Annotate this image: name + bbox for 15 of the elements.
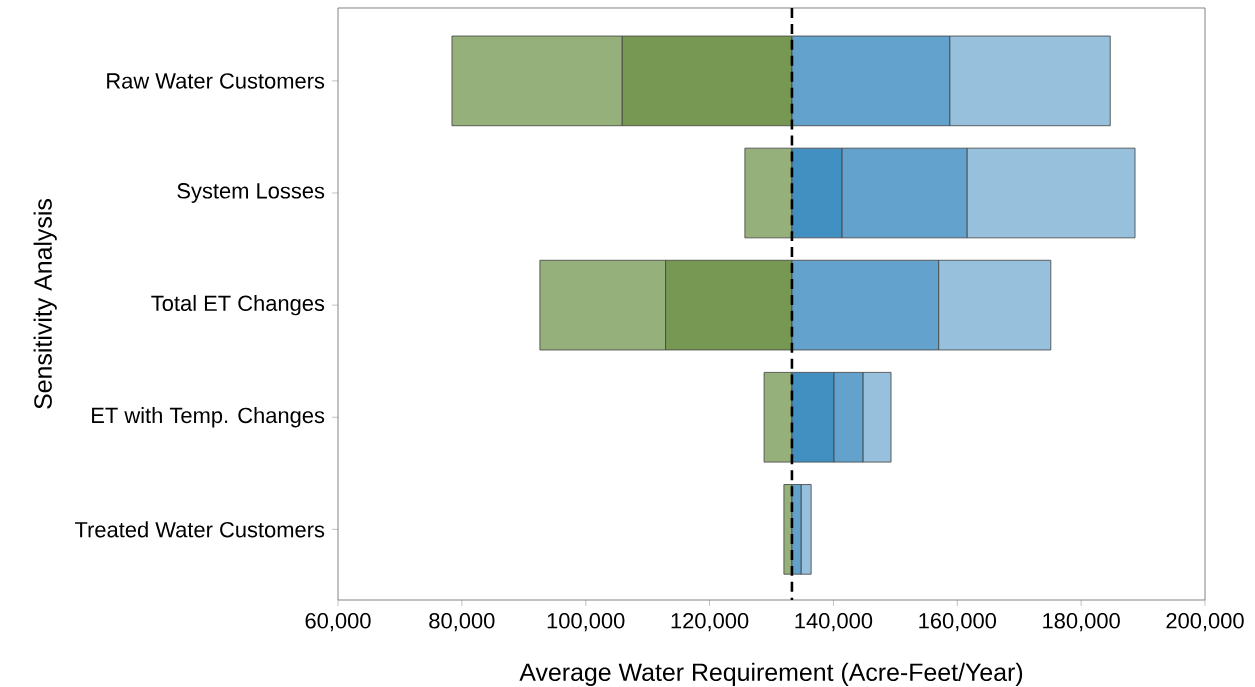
y-tick-label: Treated Water Customers	[74, 521, 325, 538]
y-tick-label: Total ET Changes	[151, 294, 325, 316]
y-tick-label: System Losses	[177, 183, 325, 203]
y-tick-label: Raw Water Customers	[107, 73, 325, 89]
x-tick-label: 60,000	[305, 613, 371, 632]
x-tick-label: 140,000	[795, 613, 873, 632]
x-axis-title: Average Water Requirement (Acre-Feet/Year)	[519, 662, 1023, 686]
y-axis-title: Sensitivity Analysis	[33, 199, 57, 409]
x-tick-label: 120,000	[671, 613, 749, 632]
x-tick-label: 200,000	[1166, 613, 1244, 632]
x-tick-label: 100,000	[547, 613, 625, 632]
x-tick-label: 180,000	[1043, 613, 1120, 632]
x-tick-label: 160,000	[919, 613, 997, 632]
y-tick-label: ET with Temp. Changes	[92, 407, 325, 428]
x-tick-label: 80,000	[429, 613, 495, 632]
